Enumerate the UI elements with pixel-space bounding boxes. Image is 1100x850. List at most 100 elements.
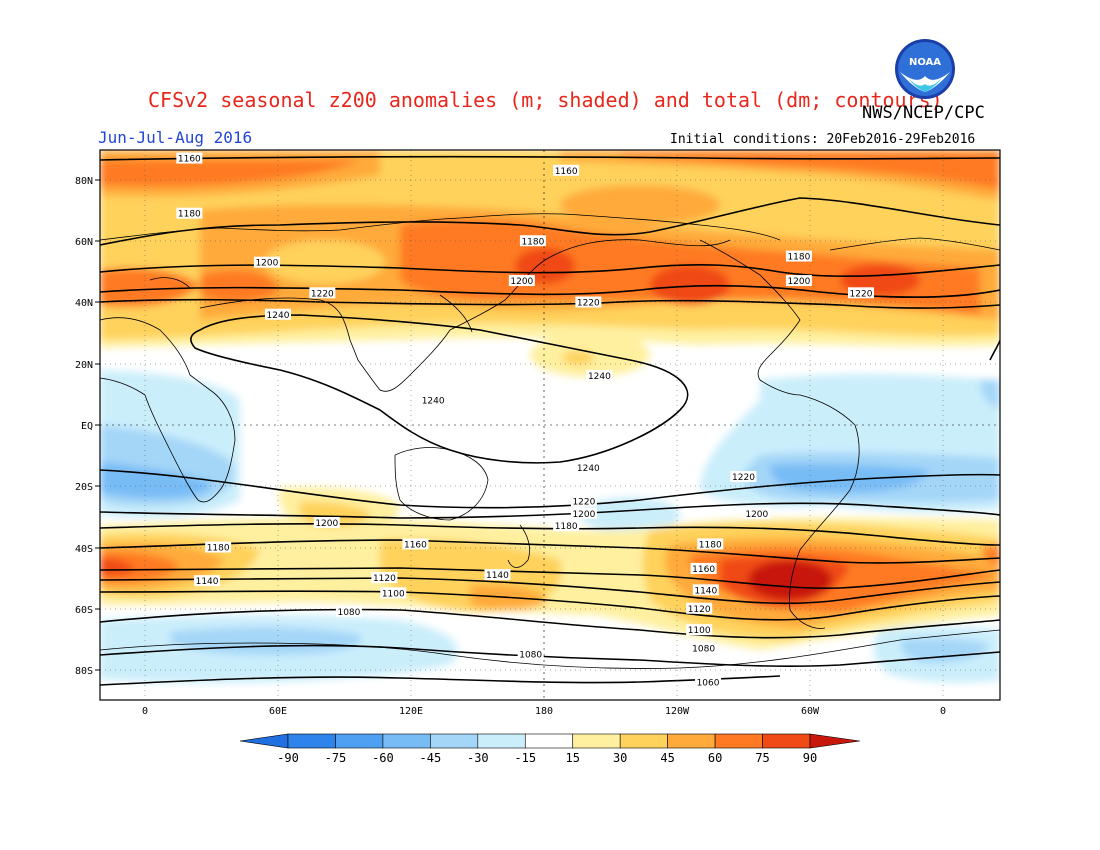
contour-label: 1200 <box>570 507 597 520</box>
svg-text:1240: 1240 <box>422 397 445 407</box>
contour-label: 1220 <box>309 287 336 299</box>
colorbar-tick: 30 <box>613 751 627 765</box>
lon-label: 60W <box>801 706 820 717</box>
contour-label: 1180 <box>785 250 812 263</box>
colorbar-swatch <box>430 733 479 749</box>
svg-text:1160: 1160 <box>555 167 578 177</box>
svg-text:1140: 1140 <box>196 577 219 587</box>
logo-text: NOAA <box>909 57 941 68</box>
lon-label: 120W <box>665 706 690 717</box>
contour-label: 1120 <box>686 602 713 615</box>
contour-label: 1200 <box>313 517 340 529</box>
svg-text:1080: 1080 <box>519 651 542 661</box>
colorbar-tick: -45 <box>420 751 442 765</box>
contour-label: 1060 <box>695 676 722 688</box>
colorbar-arrow-high <box>809 733 861 749</box>
contour-label: 1240 <box>265 308 291 321</box>
contour-labels: 1160 1160 1180 1180 1180 1200 1200 1200 1220 1220… <box>176 152 874 688</box>
contour-label: 1160 <box>176 152 203 165</box>
contour-label: 1200 <box>253 256 280 269</box>
svg-text:1220: 1220 <box>732 473 755 483</box>
lat-label: 20S <box>75 482 93 493</box>
contour-label: 1080 <box>690 642 717 655</box>
lon-label: 180 <box>535 706 553 717</box>
colorbar-swatch <box>667 733 716 749</box>
contour-label: 1220 <box>730 471 757 483</box>
svg-text:1200: 1200 <box>572 510 595 520</box>
lat-label: 20N <box>75 360 93 371</box>
contour-label: 1240 <box>420 394 447 407</box>
svg-text:1060: 1060 <box>697 678 720 688</box>
svg-text:1220: 1220 <box>577 299 600 309</box>
contour-label: 1240 <box>575 461 602 474</box>
svg-text:1180: 1180 <box>699 540 722 550</box>
colorbar-swatch <box>524 733 574 749</box>
svg-text:1100: 1100 <box>382 589 405 599</box>
svg-text:1180: 1180 <box>521 237 544 247</box>
lon-label: 120E <box>399 706 423 717</box>
colorbar-tick: 90 <box>803 751 817 765</box>
contour-label: 1200 <box>785 275 812 287</box>
lat-label: 60S <box>75 605 93 616</box>
svg-text:1080: 1080 <box>692 645 715 655</box>
colorbar-swatch <box>477 733 526 749</box>
contour-label: 1160 <box>553 164 580 177</box>
forecast-period: Jun-Jul-Aug 2016 <box>98 128 253 147</box>
contour-label: 1220 <box>570 495 597 508</box>
lat-axis: 80N 60N 40N 20N EQ 20S 40S 60S 80S <box>75 176 100 677</box>
contour-label: 1240 <box>586 370 613 382</box>
svg-text:1120: 1120 <box>688 605 711 615</box>
contour-label: 1140 <box>484 569 511 581</box>
contour-label: 1180 <box>697 538 724 550</box>
contour-label: 1160 <box>402 538 429 550</box>
lat-label: 40N <box>75 298 93 309</box>
svg-text:1200: 1200 <box>745 510 768 520</box>
colorbar-swatch <box>287 733 336 749</box>
contour-label: 1220 <box>847 287 874 299</box>
svg-text:1140: 1140 <box>486 571 509 581</box>
contour-label: 1180 <box>176 207 203 220</box>
colorbar-tick: -90 <box>277 751 299 765</box>
contour-label: 1200 <box>508 275 535 287</box>
lat-label: EQ <box>81 421 93 432</box>
lon-label: 60E <box>269 706 287 717</box>
svg-text:1140: 1140 <box>694 586 717 596</box>
contour-label: 1180 <box>553 520 580 532</box>
colorbar-tick: -60 <box>372 751 394 765</box>
svg-text:1240: 1240 <box>588 372 611 382</box>
svg-text:1080: 1080 <box>337 608 360 618</box>
minor-graticule <box>100 150 1000 700</box>
lat-label: 40S <box>75 544 93 555</box>
contour-label: 1100 <box>380 587 407 599</box>
contour-label: 1080 <box>517 648 544 661</box>
svg-text:1200: 1200 <box>315 519 338 529</box>
initial-conditions: Initial conditions: 20Feb2016-29Feb2016 <box>670 132 976 147</box>
lat-label: 80N <box>75 176 93 187</box>
anomaly-shading: 1160 1160 1180 1180 1180 1200 1200 1200 1220 1220… <box>100 150 1000 700</box>
svg-text:1180: 1180 <box>178 210 201 220</box>
colorbar-tick: 15 <box>566 751 580 765</box>
colorbar-tick: 45 <box>660 751 674 765</box>
agency-label: NWS/NCEP/CPC <box>862 103 985 123</box>
colorbar: -90 -75 -60 -45 -30 -15 15 30 45 60 75 90 <box>239 733 861 765</box>
svg-text:1220: 1220 <box>311 289 334 299</box>
svg-text:1100: 1100 <box>688 626 711 636</box>
svg-text:1180: 1180 <box>207 544 230 554</box>
contour-label: 1160 <box>690 562 717 575</box>
contour-label: 1100 <box>686 624 713 636</box>
colorbar-tick: -75 <box>325 751 347 765</box>
contour-label: 1220 <box>575 296 602 309</box>
contour-label: 1140 <box>692 584 719 596</box>
colorbar-tick: 75 <box>755 751 769 765</box>
svg-text:1200: 1200 <box>255 259 278 269</box>
chart-title: CFSv2 seasonal z200 anomalies (m; shaded… <box>148 88 943 112</box>
svg-text:1160: 1160 <box>178 155 201 165</box>
svg-text:1200: 1200 <box>510 277 533 287</box>
noaa-logo: NOAA <box>895 39 955 99</box>
contour-label: 1120 <box>371 572 398 584</box>
colorbar-tick: -30 <box>467 751 489 765</box>
lat-label: 60N <box>75 237 93 248</box>
svg-text:1160: 1160 <box>692 565 715 575</box>
svg-text:1240: 1240 <box>267 311 290 321</box>
colorbar-tick: 60 <box>708 751 722 765</box>
